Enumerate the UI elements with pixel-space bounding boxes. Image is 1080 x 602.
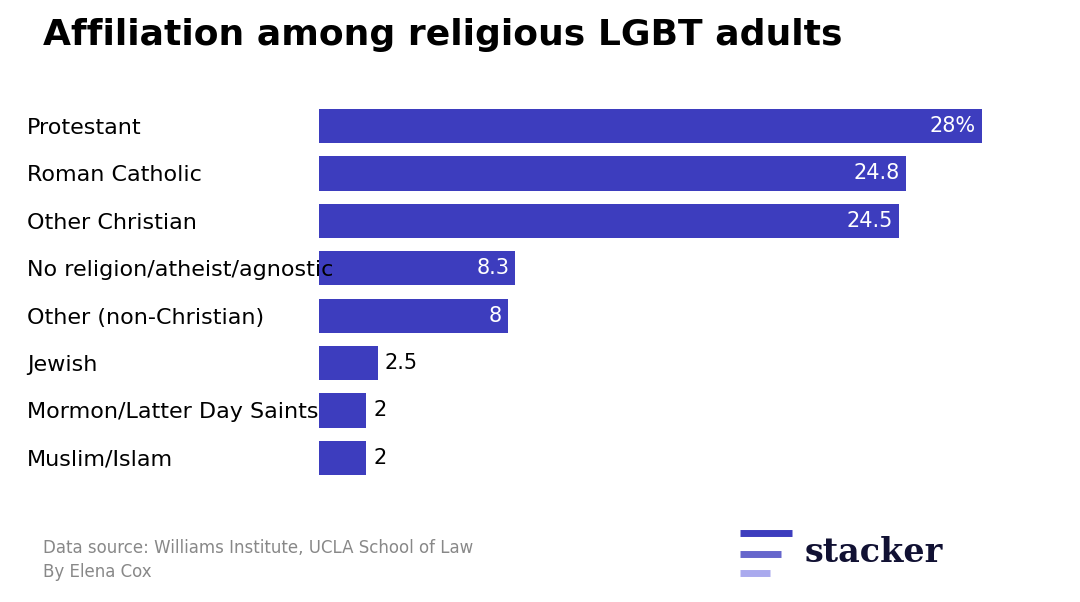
Bar — [319, 157, 906, 190]
Bar — [319, 394, 366, 427]
Text: 2.5: 2.5 — [384, 353, 418, 373]
Bar — [319, 299, 508, 333]
Text: Data source: Williams Institute, UCLA School of Law: Data source: Williams Institute, UCLA Sc… — [43, 539, 473, 557]
Bar — [319, 346, 378, 380]
Text: By Elena Cox: By Elena Cox — [43, 563, 152, 581]
Text: stacker: stacker — [805, 536, 943, 569]
Text: Affiliation among religious LGBT adults: Affiliation among religious LGBT adults — [43, 18, 842, 52]
Text: 2: 2 — [373, 400, 387, 420]
Bar — [319, 204, 899, 238]
Text: 8: 8 — [489, 306, 502, 326]
Text: 24.8: 24.8 — [854, 164, 901, 184]
Text: 8.3: 8.3 — [476, 258, 510, 278]
Bar — [319, 109, 982, 143]
Text: 2: 2 — [373, 448, 387, 468]
Bar — [319, 441, 366, 475]
Bar — [319, 251, 515, 285]
Text: 24.5: 24.5 — [847, 211, 893, 231]
Text: 28%: 28% — [930, 116, 976, 136]
